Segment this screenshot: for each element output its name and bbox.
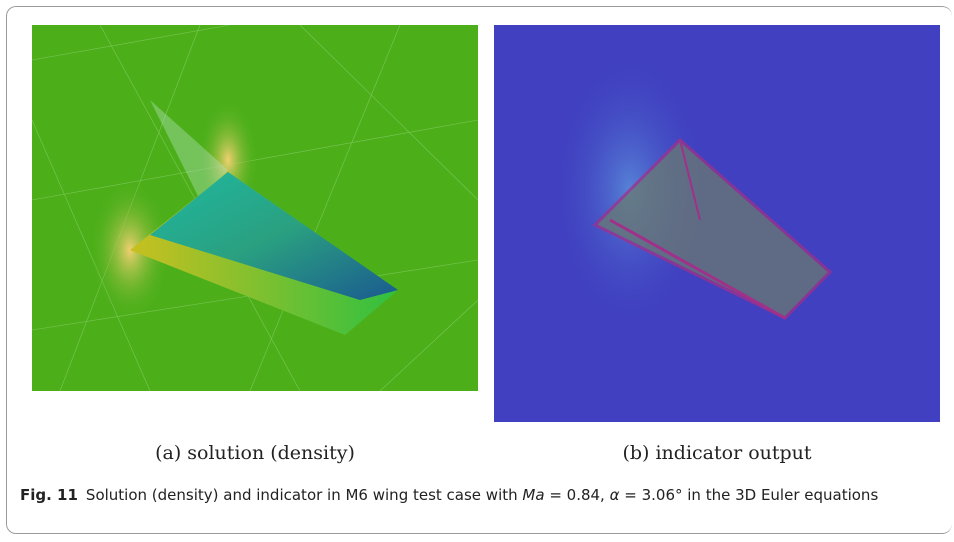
caption-text: Solution (density) and indicator in M6 w… <box>86 486 522 504</box>
figure-label: Fig. 11 <box>20 486 78 504</box>
panel-a-caption: (a) solution (density) <box>32 442 478 464</box>
page: (a) solution (density) (b) indicator out… <box>0 0 954 542</box>
caption-text: = 0.84, <box>545 486 610 504</box>
caption-math: α <box>610 486 620 504</box>
panel-b-image <box>494 25 940 422</box>
panel-a-image <box>32 25 478 391</box>
panel-b-caption: (b) indicator output <box>494 442 940 464</box>
caption-math: Ma <box>522 486 544 504</box>
figure-caption: Fig. 11 Solution (density) and indicator … <box>20 483 940 508</box>
caption-text: = 3.06° in the 3D Euler equations <box>619 486 878 504</box>
figure-images <box>0 0 954 430</box>
